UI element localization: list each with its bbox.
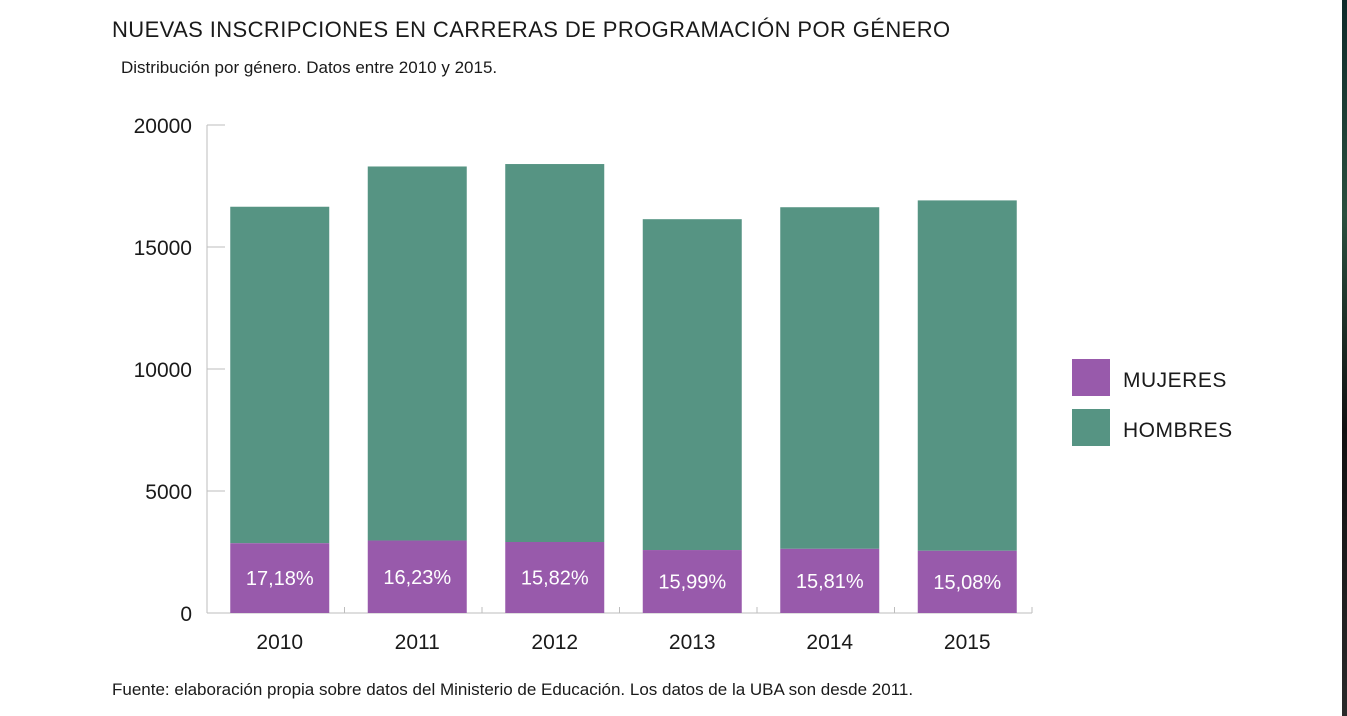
x-tick-label: 2015	[944, 631, 991, 654]
legend-label-hombres: HOMBRES	[1123, 419, 1233, 442]
bar-hombres-2015	[917, 200, 1017, 551]
bar-hombres-2013	[642, 219, 742, 551]
x-tick-label: 2010	[256, 631, 303, 654]
y-tick-label: 0	[180, 603, 192, 626]
bar-percent-label: 16,23%	[383, 567, 451, 589]
chart-subtitle: Distribución por género. Datos entre 201…	[121, 58, 498, 77]
x-tick-label: 2013	[669, 631, 716, 654]
bar-percent-label: 15,99%	[658, 572, 726, 594]
bar-hombres-2010	[230, 206, 330, 544]
bar-mujeres-2015	[917, 550, 1017, 613]
bar-hombres-2014	[780, 207, 880, 549]
bar-mujeres-2012	[505, 541, 605, 613]
legend-swatch-hombres	[1072, 409, 1110, 446]
source-footnote: Fuente: elaboración propia sobre datos d…	[112, 680, 914, 699]
bar-hombres-2012	[505, 164, 605, 542]
y-tick-label: 10000	[134, 359, 192, 382]
y-tick-label: 20000	[134, 115, 192, 138]
bar-mujeres-2011	[367, 540, 467, 613]
x-tick-label: 2012	[531, 631, 578, 654]
x-tick-label: 2011	[395, 631, 440, 654]
y-tick-label: 5000	[145, 481, 192, 504]
bar-mujeres-2014	[780, 548, 880, 613]
bar-mujeres-2013	[642, 550, 742, 613]
bar-percent-label: 15,82%	[521, 567, 589, 589]
bar-percent-label: 17,18%	[246, 568, 314, 590]
y-tick-label: 15000	[134, 237, 192, 260]
legend-swatch-mujeres	[1072, 359, 1110, 396]
x-tick-label: 2014	[806, 631, 853, 654]
legend-label-mujeres: MUJERES	[1123, 369, 1227, 392]
chart-title: NUEVAS INSCRIPCIONES EN CARRERAS DE PROG…	[112, 17, 951, 42]
bar-mujeres-2010	[230, 543, 330, 613]
bar-percent-label: 15,81%	[796, 571, 864, 593]
bar-percent-label: 15,08%	[933, 572, 1001, 594]
bar-hombres-2011	[367, 166, 467, 541]
window-edge	[1342, 0, 1347, 716]
